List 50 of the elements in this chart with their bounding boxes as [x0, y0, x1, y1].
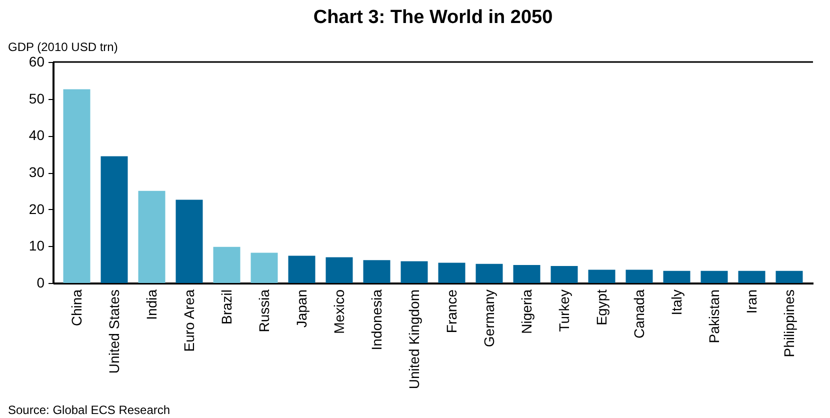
- bar: [476, 264, 503, 283]
- bar: [213, 246, 240, 283]
- bar: [176, 200, 203, 283]
- bar: [138, 190, 166, 283]
- y-axis-title: GDP (2010 USD trn): [8, 40, 118, 54]
- y-tick-label: 60: [28, 54, 45, 70]
- bar: [100, 156, 128, 283]
- bar: [663, 270, 690, 283]
- bar: [738, 270, 766, 283]
- x-tick-label: China: [68, 289, 84, 326]
- x-tick-label: Nigeria: [518, 289, 534, 334]
- bar: [63, 89, 90, 283]
- bar: [400, 261, 428, 283]
- x-tick-label: United Kingdom: [406, 290, 422, 390]
- x-tick-label: Indonesia: [368, 289, 384, 350]
- bar: [626, 270, 653, 283]
- bar: [363, 260, 390, 283]
- x-tick-label: Pakistan: [706, 290, 722, 344]
- x-tick-label: Turkey: [556, 290, 572, 332]
- y-tick-label: 30: [28, 164, 45, 180]
- x-tick-label: Italy: [668, 290, 684, 316]
- bar: [326, 257, 353, 283]
- x-tick-label: Germany: [480, 290, 497, 348]
- x-tick-label: Iran: [743, 290, 760, 314]
- bar: [250, 252, 278, 283]
- y-tick-label: 50: [28, 90, 45, 106]
- x-tick-label: Egypt: [593, 289, 610, 326]
- bar: [513, 264, 540, 283]
- x-tick-label: United States: [106, 290, 122, 374]
- bar: [288, 256, 316, 283]
- x-tick-label: Mexico: [330, 289, 347, 334]
- bar: [438, 262, 466, 283]
- x-tick-label: Euro Area: [180, 289, 197, 352]
- x-tick-label: India: [143, 289, 160, 320]
- source-note: Source: Global ECS Research: [8, 403, 170, 417]
- x-tick-label: France: [443, 289, 460, 334]
- bar: [700, 270, 728, 283]
- bar: [550, 266, 578, 283]
- y-tick-label: 10: [28, 238, 45, 254]
- y-tick-label: 0: [36, 274, 45, 290]
- x-tick-label: Brazil: [218, 290, 234, 325]
- y-tick-label: 20: [28, 200, 45, 217]
- x-tick-label: Japan: [293, 290, 310, 328]
- bar: [588, 270, 616, 283]
- bar: [776, 270, 803, 283]
- chart-title: Chart 3: The World in 2050: [313, 7, 553, 28]
- x-tick-label: Philippines: [780, 290, 797, 358]
- x-tick-label: Canada: [630, 289, 647, 339]
- y-tick-label: 40: [28, 127, 45, 144]
- x-tick-label: Russia: [256, 289, 272, 332]
